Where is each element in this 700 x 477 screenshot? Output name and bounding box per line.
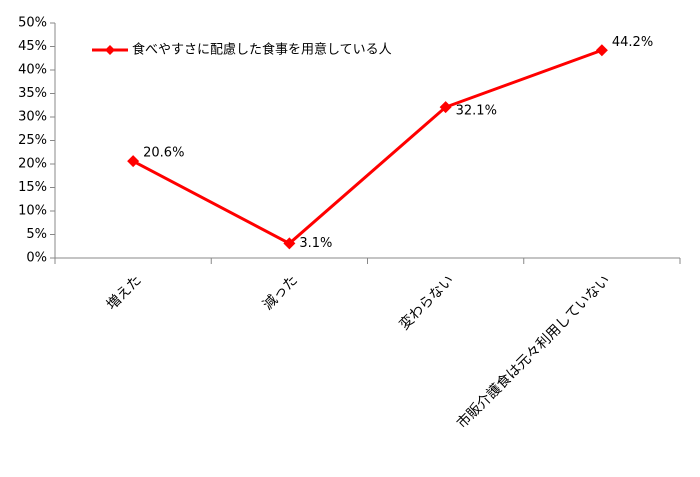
line xyxy=(132,48,603,246)
data-label: 44.2% xyxy=(612,35,653,50)
point xyxy=(595,44,608,57)
x-tick-label: 増えた xyxy=(104,272,145,313)
y-tick-label: 20% xyxy=(18,157,47,172)
data-label: 32.1% xyxy=(456,104,497,119)
y-tick-label: 15% xyxy=(18,180,47,195)
y-tick-label: 35% xyxy=(18,86,47,101)
point xyxy=(127,155,140,168)
y-tick-label: 5% xyxy=(26,227,47,242)
y-tick-label: 30% xyxy=(18,110,47,125)
legend-label: 食べやすさに配慮した食事を用意している人 xyxy=(132,42,392,58)
x-tick-label: 市販介護食は元々利用していない xyxy=(453,272,613,432)
y-tick-label: 25% xyxy=(18,133,47,148)
data-label: 20.6% xyxy=(143,146,184,161)
y-tick-label: 50% xyxy=(18,16,47,31)
point xyxy=(283,237,296,250)
legend-marker xyxy=(105,45,115,55)
y-tick-label: 0% xyxy=(26,251,47,266)
x-tick-label: 変わらない xyxy=(396,272,458,334)
x-tick-label: 減った xyxy=(259,272,301,314)
y-tick-label: 45% xyxy=(18,39,47,54)
y-tick-label: 40% xyxy=(18,63,47,78)
point xyxy=(439,101,452,114)
y-tick-label: 10% xyxy=(18,204,47,219)
data-label: 3.1% xyxy=(299,236,332,251)
